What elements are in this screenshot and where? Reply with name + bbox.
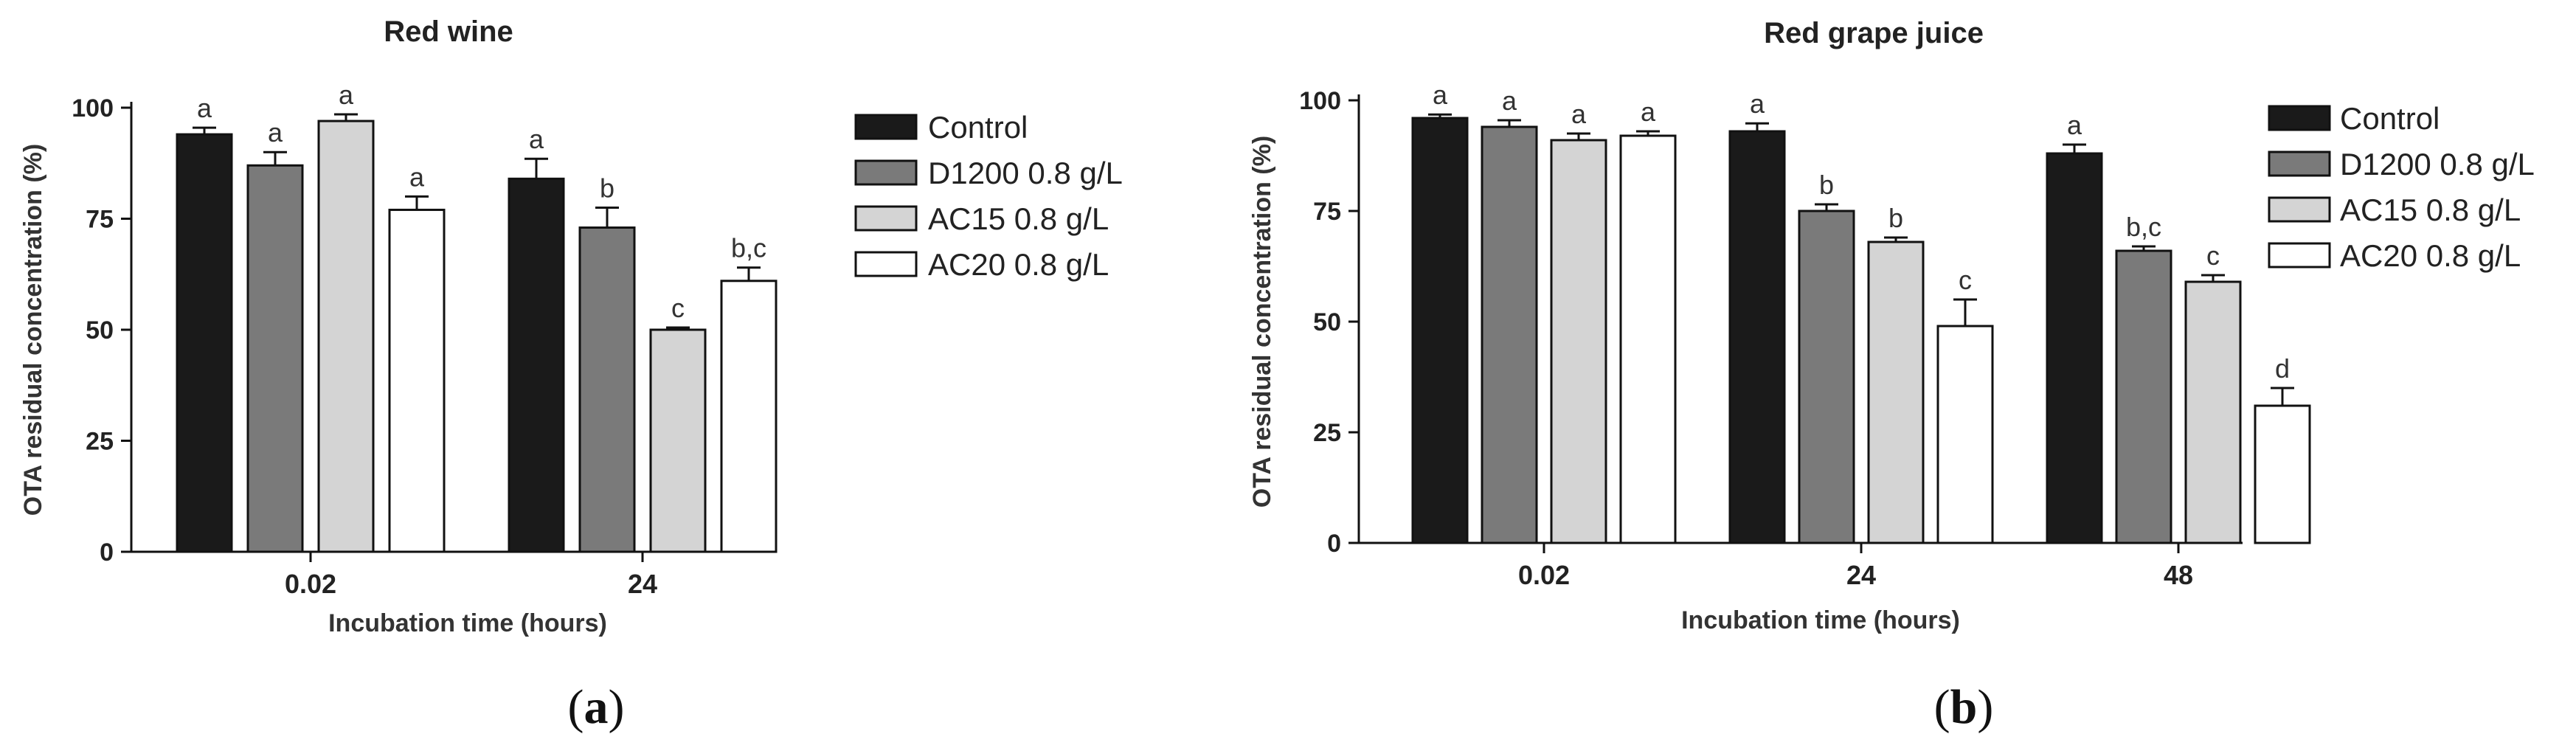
significance-letter: c [671,293,685,323]
significance-letter: a [409,162,425,192]
bar [2184,280,2242,544]
significance-letter: a [2067,110,2082,140]
x-axis-label: Incubation time (hours) [328,609,607,637]
y-tick-label: 75 [1313,198,1341,226]
y-tick-label: 50 [86,316,114,344]
bar [246,164,304,553]
bar [649,328,707,553]
significance-letter: a [197,93,212,123]
bar [2046,152,2103,544]
y-tick-label: 25 [1313,419,1341,447]
significance-letter: d [2275,353,2290,384]
significance-letter: a [1433,80,1448,110]
legend-swatch [2268,150,2331,177]
significance-letter: c [1959,265,1972,295]
significance-letter: b,c [2126,212,2161,242]
legend-label: AC15 0.8 g/L [928,201,1109,236]
significance-letter: a [339,80,354,110]
legend-label: D1200 0.8 g/L [928,156,1123,190]
x-tick-label: 0.02 [285,569,336,599]
legend-label: AC20 0.8 g/L [928,247,1109,282]
y-tick-label: 0 [100,539,114,567]
significance-letter: a [1750,89,1765,119]
bar [388,208,446,553]
significance-letter: b,c [731,233,766,263]
y-tick-label: 25 [86,428,114,456]
legend-label: AC20 0.8 g/L [2340,238,2521,273]
significance-letter: a [1641,97,1656,127]
legend-swatch [854,159,918,186]
chart-panel-b: Red grape juice 0 25 50 75 100 OTA residual co… [1248,17,2535,734]
legend-label: Control [928,110,1028,145]
x-tick-label: 24 [628,569,657,599]
bar [1619,134,1677,544]
legend-swatch [854,114,918,140]
x-axis-label: Incubation time (hours) [1681,606,1960,634]
y-axis-label: OTA residual concentration (%) [1248,136,1276,508]
bar [1550,139,1607,544]
panel-label: (a) [568,680,625,734]
bar [1411,117,1469,544]
bar [2115,249,2172,544]
y-tick-label: 100 [72,94,114,122]
x-tick-label: 24 [1846,560,1876,590]
significance-letter: b [1888,203,1903,233]
significance-letter: b [600,173,614,203]
y-tick-label: 50 [1313,308,1341,336]
legend: Control D1200 0.8 g/L AC15 0.8 g/L AC20 0.8… [2268,101,2535,273]
bar [176,133,233,553]
y-tick-label: 75 [86,206,114,234]
y-axis-label: OTA residual concentration (%) [19,144,47,516]
legend-label: D1200 0.8 g/L [2340,147,2535,181]
legend-label: AC15 0.8 g/L [2340,193,2521,227]
x-tick-label: 48 [2164,560,2193,590]
legend: Control D1200 0.8 g/L AC15 0.8 g/L AC20 0.8… [854,110,1123,282]
bar [2254,404,2311,544]
significance-letter: a [1571,99,1587,129]
significance-letter: a [268,117,283,148]
chart-title: Red grape juice [1764,17,1984,49]
panel-label: (b) [1934,680,1994,734]
bar [578,226,636,553]
bar [1798,209,1855,544]
significance-letter: a [529,124,544,154]
bar [508,177,565,553]
legend-swatch [854,205,918,232]
x-tick-label: 0.02 [1518,560,1570,590]
chart-title: Red wine [384,15,513,48]
significance-letter: c [2206,240,2220,271]
bar [1481,125,1538,544]
significance-letter: a [1502,86,1517,116]
bar [720,280,778,553]
significance-letter: b [1819,170,1834,200]
bar [1728,130,1786,544]
y-tick-label: 0 [1327,530,1341,558]
legend-label: Control [2340,101,2440,136]
y-tick-label: 100 [1299,87,1341,115]
legend-swatch [2268,105,2331,131]
bar [1936,325,1994,544]
legend-swatch [2268,242,2331,269]
bar [317,120,375,553]
legend-swatch [854,251,918,277]
legend-swatch [2268,196,2331,223]
chart-panel-a: Red wine 0 25 50 75 100 OTA residual concentra… [19,15,1123,734]
bar [1867,240,1925,544]
